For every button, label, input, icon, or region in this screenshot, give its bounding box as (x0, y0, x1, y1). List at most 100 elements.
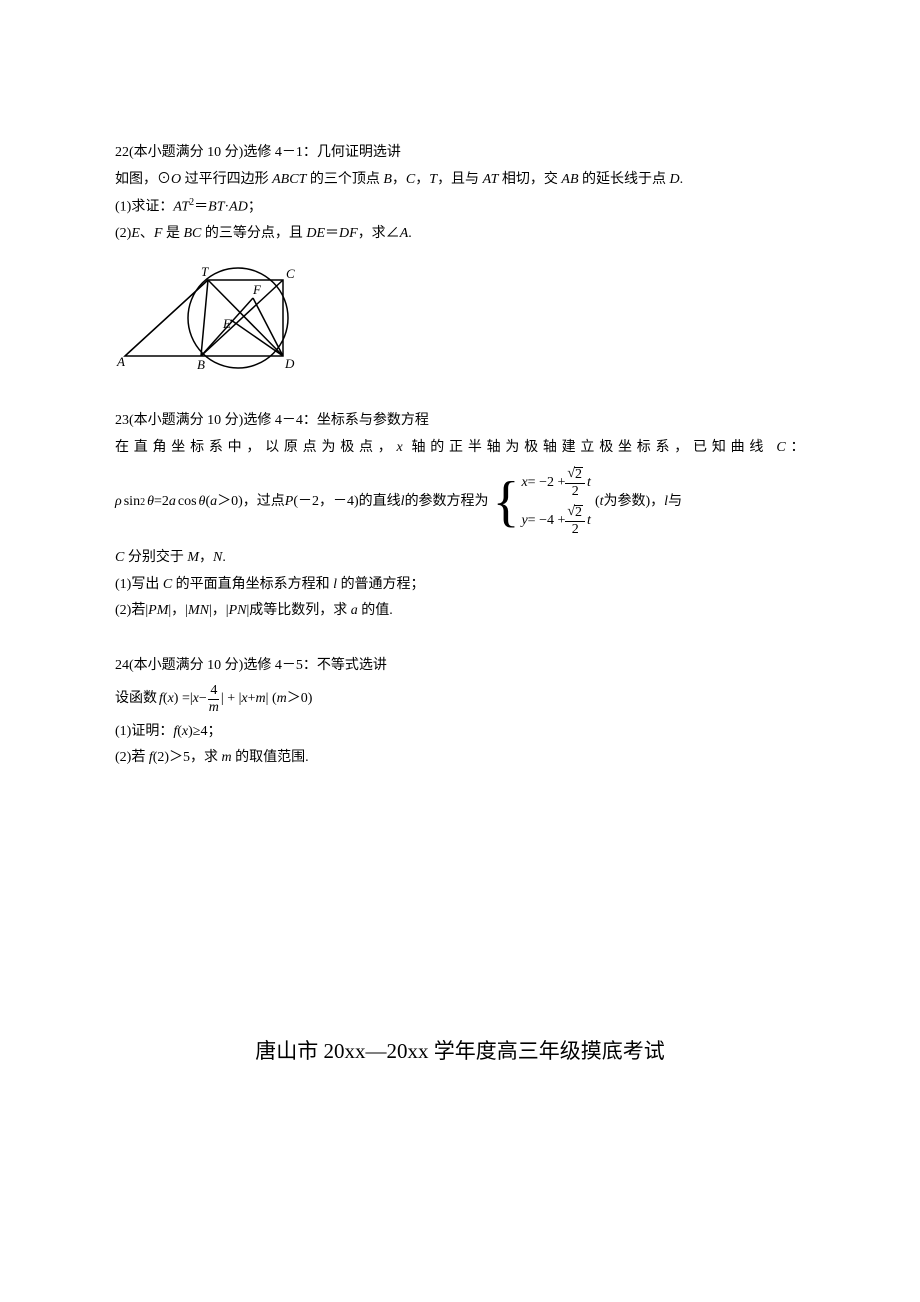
text: ＝ (194, 200, 208, 215)
theta: θ (147, 489, 154, 516)
text: ： (786, 440, 805, 455)
var-T: T (429, 172, 437, 187)
MN: MN (188, 603, 209, 618)
text: 与 (668, 489, 682, 516)
label-D: D (284, 356, 295, 371)
var: AD (229, 200, 248, 215)
problem-23: 23(本小题满分 10 分)选修 4－4：坐标系与参数方程 在直角坐标系中，以原… (115, 408, 805, 625)
text: 是 (162, 226, 183, 241)
label-T: T (201, 264, 209, 279)
P: P (285, 489, 294, 516)
plus: + (248, 686, 256, 713)
var-AT: AT (483, 172, 499, 187)
PM: PM (148, 603, 168, 618)
close: ) =| (174, 686, 193, 713)
var: DF (339, 226, 358, 241)
fraction-4-over-m: 4m (207, 684, 221, 715)
theta2: θ (199, 489, 206, 516)
text: (1)证明： (115, 724, 173, 739)
text: ， (415, 172, 429, 187)
p24-part2: (2)若 f(2)＞5，求 m 的取值范围. (115, 745, 805, 772)
label-F: F (252, 282, 262, 297)
text: (2)＞5，求 (153, 750, 222, 765)
PN: PN (229, 603, 247, 618)
text: (2)若| (115, 603, 148, 618)
p22-part1: (1)求证：AT2＝BT·AD； (115, 193, 805, 221)
label-C: C (286, 266, 295, 281)
text: (2) (115, 226, 131, 241)
text: ，过点 (243, 489, 285, 516)
two: 2 (162, 489, 169, 516)
N: N (213, 550, 222, 565)
var-ABCT: ABCT (272, 172, 306, 187)
footer-title: 唐山市 20xx—20xx 学年度高三年级摸底考试 (115, 1032, 805, 1072)
text: ，求∠ (358, 226, 400, 241)
text: 的普通方程； (337, 577, 425, 592)
text: ； (248, 200, 262, 215)
text: |，| (168, 603, 188, 618)
text: ＝ (325, 226, 339, 241)
problem-22: 22(本小题满分 10 分)选修 4－1：几何证明选讲 如图，⊙O 过平行四边形… (115, 140, 805, 380)
p24-header: 24(本小题满分 10 分)选修 4－5：不等式选讲 (115, 653, 805, 680)
text: |成等比数列，求 (246, 603, 350, 618)
text: 、 (140, 226, 154, 241)
text: 分别交于 (124, 550, 187, 565)
text: (1)写出 (115, 577, 163, 592)
text: ，且与 (437, 172, 483, 187)
var-D: D (670, 172, 680, 187)
C: C (163, 577, 172, 592)
text: 轴的正半轴为极轴建立极坐标系，已知曲线 (403, 440, 776, 455)
text: 在直角坐标系中，以原点为极点， (115, 440, 397, 455)
eq: = (154, 489, 162, 516)
sin: sin (124, 489, 140, 516)
left-brace: { (493, 474, 520, 530)
param-x-row: x = −2 + √22 t (521, 467, 590, 499)
gt: ＞0) (217, 489, 243, 516)
text: 如图，⊙ (115, 172, 171, 187)
var-AB: AB (561, 172, 578, 187)
m2: m (277, 686, 287, 713)
parametric-system: { x = −2 + √22 t y = −4 + √22 t (493, 467, 591, 537)
text: 的平面直角坐标系方程和 (172, 577, 333, 592)
p23-line3: C 分别交于 M，N. (115, 545, 805, 572)
var-B: B (383, 172, 392, 187)
text: 的参数方程为 (405, 489, 489, 516)
m: m (256, 686, 266, 713)
minus: − (199, 686, 207, 713)
cos: cos (178, 489, 197, 516)
a: a (351, 603, 358, 618)
var: BC (183, 226, 201, 241)
p24-part1: (1)证明：f(x)≥4； (115, 719, 805, 746)
p23-part1: (1)写出 C 的平面直角坐标系方程和 l 的普通方程； (115, 572, 805, 599)
var-C: C (776, 440, 786, 455)
end: | ( (266, 686, 277, 713)
text: . (222, 550, 226, 565)
M: M (187, 550, 199, 565)
m: m (222, 750, 232, 765)
var: A (400, 226, 409, 241)
p22-header: 22(本小题满分 10 分)选修 4－1：几何证明选讲 (115, 140, 805, 167)
p23-line1: 在直角坐标系中，以原点为极点，x 轴的正半轴为极轴建立极坐标系，已知曲线 C： (115, 435, 805, 462)
text: (2)若 (115, 750, 149, 765)
p22-line1: 如图，⊙O 过平行四边形 ABCT 的三个顶点 B，C，T，且与 AT 相切，交… (115, 167, 805, 194)
p23-equation-line: ρsin2θ = 2acosθ (a＞0)，过点 P(－2，－4)的直线 l 的… (115, 467, 805, 537)
p23-part2: (2)若|PM|，|MN|，|PN|成等比数列，求 a 的值. (115, 598, 805, 625)
text: (1)求证： (115, 200, 173, 215)
text: |，| (209, 603, 229, 618)
text: 的延长线于点 (579, 172, 670, 187)
text: )≥4； (188, 724, 221, 739)
var: DE (306, 226, 325, 241)
var: E (131, 226, 140, 241)
p23-header: 23(本小题满分 10 分)选修 4－4：坐标系与参数方程 (115, 408, 805, 435)
var-O: O (171, 172, 181, 187)
text: ， (392, 172, 406, 187)
p24-function: 设函数 f(x) =| x − 4m | + | x + m | (m＞0) (115, 684, 805, 715)
C: C (115, 550, 124, 565)
param-y-row: y = −4 + √22 t (521, 505, 590, 537)
text: 的取值范围. (232, 750, 309, 765)
mid: | + | (221, 686, 242, 713)
text: . (680, 172, 684, 187)
p22-figure: A B C D E F T (113, 256, 805, 380)
problem-24: 24(本小题满分 10 分)选修 4－5：不等式选讲 设函数 f(x) =| x… (115, 653, 805, 772)
text: 为参数)， (604, 489, 665, 516)
